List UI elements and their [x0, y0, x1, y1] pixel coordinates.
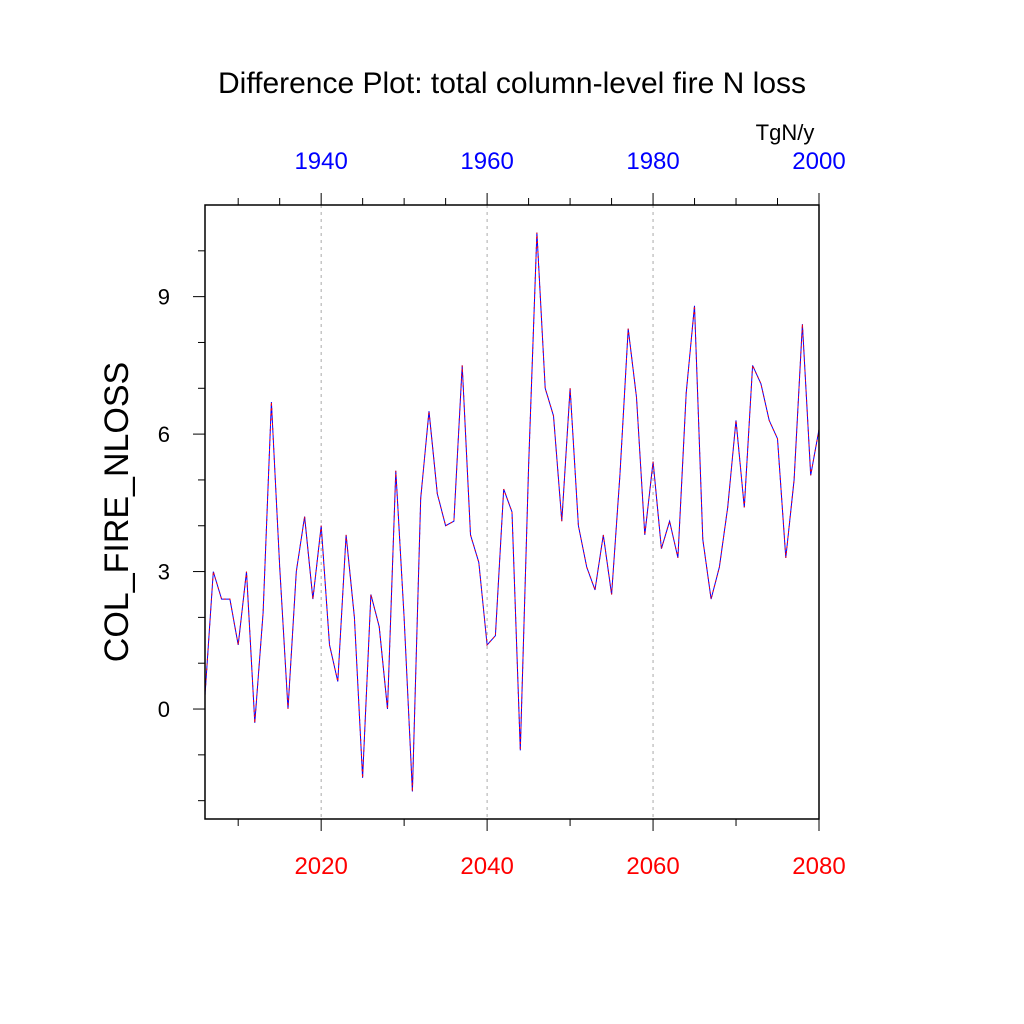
grid-lines	[320, 205, 654, 819]
tick-labels: 2020 2040 2060 2080 1940 1960 1980 2000 0 3 6 9	[158, 148, 846, 880]
x-tick-label-bottom: 2020	[294, 853, 347, 880]
axis-ticks	[193, 193, 820, 831]
y-tick-label: 0	[158, 697, 170, 722]
y-tick-label: 9	[158, 285, 170, 310]
chart-title: Difference Plot: total column-level fire…	[218, 67, 806, 100]
y-tick-label: 3	[158, 560, 170, 585]
x-tick-label-bottom: 2060	[626, 853, 679, 880]
x-tick-label-top: 1980	[626, 148, 679, 175]
y-axis-label: COL_FIRE_NLOSS	[98, 362, 136, 662]
series-layer	[204, 232, 820, 792]
x-tick-label-bottom: 2080	[792, 853, 845, 880]
x-tick-label-top: 1960	[460, 148, 513, 175]
series-line-2	[204, 232, 820, 792]
x-tick-label-top: 1940	[294, 148, 347, 175]
plot-frame	[204, 204, 820, 820]
x-tick-label-top: 2000	[792, 148, 845, 175]
units-label: TgN/y	[756, 120, 815, 145]
y-tick-label: 6	[158, 422, 170, 447]
x-tick-label-bottom: 2040	[460, 853, 513, 880]
